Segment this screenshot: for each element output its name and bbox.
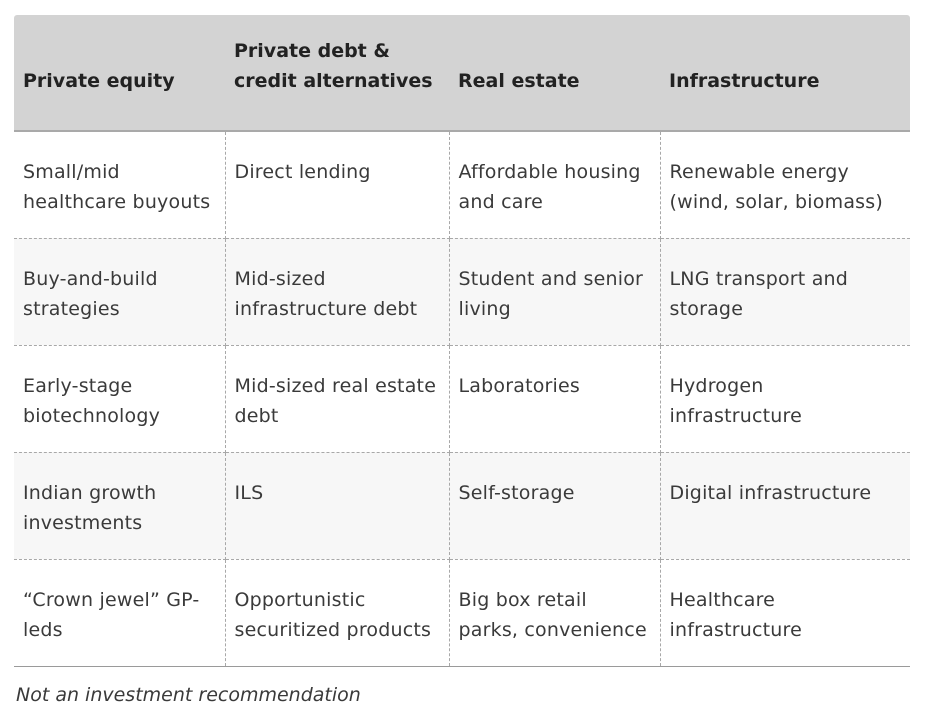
table-cell: “Crown jewel” GP-leds xyxy=(14,559,226,667)
table-cell: Indian growth investments xyxy=(14,452,226,560)
table-cell: Mid-sized real estate debt xyxy=(225,345,450,453)
table-cell: Early-stage biotechnology xyxy=(14,345,226,453)
header-private-debt: Private debt & credit alternatives xyxy=(225,15,449,132)
header-private-equity: Private equity xyxy=(14,15,225,132)
table-cell: ILS xyxy=(225,452,450,560)
table-row: Small/mid healthcare buyouts Direct lend… xyxy=(14,131,910,239)
table-row: “Crown jewel” GP-leds Opportunistic secu… xyxy=(14,559,910,667)
header-row: Private equity Private debt & credit alt… xyxy=(14,15,910,132)
table-row: Early-stage biotechnology Mid-sized real… xyxy=(14,345,910,453)
table-cell: Direct lending xyxy=(225,131,450,239)
table-cell: Affordable housing and care xyxy=(449,131,661,239)
table-cell: Laboratories xyxy=(449,345,661,453)
table-cell: Opportunistic securitized products xyxy=(225,559,450,667)
table-cell: Hydrogen infrastructure xyxy=(660,345,910,453)
table-row: Buy-and-build strategies Mid-sized infra… xyxy=(14,238,910,346)
table-cell: Buy-and-build strategies xyxy=(14,238,226,346)
table-header: Private equity Private debt & credit alt… xyxy=(14,15,910,132)
table-cell: Small/mid healthcare buyouts xyxy=(14,131,226,239)
table-row: Indian growth investments ILS Self-stora… xyxy=(14,452,910,560)
table-cell: LNG transport and storage xyxy=(660,238,910,346)
table-cell: Big box retail parks, convenience xyxy=(449,559,661,667)
table-cell: Healthcare infrastructure xyxy=(660,559,910,667)
investment-themes-table: Private equity Private debt & credit alt… xyxy=(14,15,910,667)
table-cell: Student and senior living xyxy=(449,238,661,346)
table-cell: Mid-sized infrastructure debt xyxy=(225,238,450,346)
table-cell: Digital infrastructure xyxy=(660,452,910,560)
header-infrastructure: Infrastructure xyxy=(660,15,910,132)
table-cell: Self-storage xyxy=(449,452,661,560)
table-cell: Renewable energy (wind, solar, biomass) xyxy=(660,131,910,239)
footnote: Not an investment recommendation xyxy=(16,684,361,706)
header-real-estate: Real estate xyxy=(449,15,660,132)
table-body: Small/mid healthcare buyouts Direct lend… xyxy=(14,131,910,667)
